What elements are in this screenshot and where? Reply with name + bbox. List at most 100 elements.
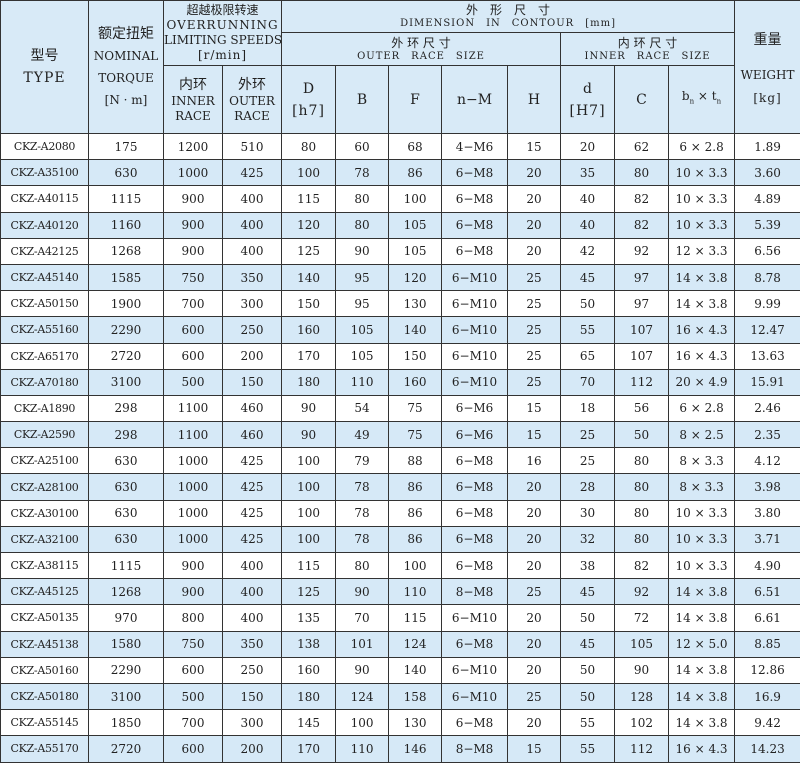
cell-torque: 2720 bbox=[89, 343, 164, 369]
cell-bxt: 8 × 3.3 bbox=[669, 474, 735, 500]
cell-inner-speed: 600 bbox=[164, 736, 223, 762]
torque-cn: 额定扭矩 bbox=[89, 23, 163, 45]
cell-F: 86 bbox=[389, 160, 442, 186]
cell-F: 146 bbox=[389, 736, 442, 762]
cell-weight: 3.98 bbox=[735, 474, 800, 500]
cell-D: 125 bbox=[282, 238, 336, 264]
outer-en1: OUTER bbox=[223, 94, 281, 109]
cell-outer-speed: 350 bbox=[223, 264, 282, 290]
cell-n-M: 6−M10 bbox=[442, 343, 508, 369]
cell-bxt: 10 × 3.3 bbox=[669, 212, 735, 238]
cell-inner-speed: 800 bbox=[164, 605, 223, 631]
cell-inner-speed: 1100 bbox=[164, 395, 223, 421]
cell-D: 115 bbox=[282, 553, 336, 579]
cell-type: CKZ-A25100 bbox=[1, 448, 89, 474]
cell-H: 20 bbox=[508, 605, 561, 631]
header-B: B bbox=[336, 66, 389, 134]
cell-type: CKZ-A45140 bbox=[1, 264, 89, 290]
cell-torque: 298 bbox=[89, 395, 164, 421]
cell-torque: 1850 bbox=[89, 710, 164, 736]
cell-F: 140 bbox=[389, 657, 442, 683]
type-en: TYPE bbox=[1, 67, 88, 89]
cell-inner-speed: 500 bbox=[164, 369, 223, 395]
cell-inner-speed: 500 bbox=[164, 683, 223, 709]
cell-C: 97 bbox=[615, 291, 669, 317]
cell-bxt: 14 × 3.8 bbox=[669, 683, 735, 709]
cell-B: 80 bbox=[336, 186, 389, 212]
cell-H: 20 bbox=[508, 631, 561, 657]
cell-B: 54 bbox=[336, 395, 389, 421]
cell-d: 42 bbox=[561, 238, 615, 264]
cell-outer-speed: 400 bbox=[223, 186, 282, 212]
cell-C: 112 bbox=[615, 736, 669, 762]
cell-H: 20 bbox=[508, 657, 561, 683]
cell-C: 107 bbox=[615, 317, 669, 343]
cell-torque: 298 bbox=[89, 422, 164, 448]
cell-H: 15 bbox=[508, 395, 561, 421]
cell-d: 20 bbox=[561, 134, 615, 160]
cell-weight: 4.90 bbox=[735, 553, 800, 579]
cell-H: 15 bbox=[508, 134, 561, 160]
cell-C: 105 bbox=[615, 631, 669, 657]
cell-torque: 2290 bbox=[89, 657, 164, 683]
cell-B: 110 bbox=[336, 736, 389, 762]
cell-F: 115 bbox=[389, 605, 442, 631]
cell-H: 25 bbox=[508, 683, 561, 709]
cell-outer-speed: 425 bbox=[223, 500, 282, 526]
cell-bxt: 12 × 5.0 bbox=[669, 631, 735, 657]
outer-size-cn: 外 环 尺 寸 bbox=[282, 36, 560, 51]
cell-outer-speed: 200 bbox=[223, 736, 282, 762]
cell-D: 120 bbox=[282, 212, 336, 238]
cell-weight: 16.9 bbox=[735, 683, 800, 709]
cell-outer-speed: 460 bbox=[223, 395, 282, 421]
cell-type: CKZ-A55170 bbox=[1, 736, 89, 762]
cell-B: 90 bbox=[336, 657, 389, 683]
cell-n-M: 6−M10 bbox=[442, 605, 508, 631]
cell-torque: 3100 bbox=[89, 683, 164, 709]
cell-bxt: 14 × 3.8 bbox=[669, 579, 735, 605]
cell-H: 20 bbox=[508, 474, 561, 500]
cell-bxt: 14 × 3.8 bbox=[669, 264, 735, 290]
cell-n-M: 6−M10 bbox=[442, 657, 508, 683]
cell-H: 25 bbox=[508, 317, 561, 343]
cell-outer-speed: 300 bbox=[223, 291, 282, 317]
cell-B: 90 bbox=[336, 238, 389, 264]
cell-weight: 14.23 bbox=[735, 736, 800, 762]
cell-D: 115 bbox=[282, 186, 336, 212]
cell-outer-speed: 400 bbox=[223, 212, 282, 238]
cell-H: 20 bbox=[508, 500, 561, 526]
cell-outer-speed: 510 bbox=[223, 134, 282, 160]
outer-cn: 外环 bbox=[223, 76, 281, 94]
cell-outer-speed: 250 bbox=[223, 657, 282, 683]
header-nM: n−M bbox=[442, 66, 508, 134]
cell-type: CKZ-A35100 bbox=[1, 160, 89, 186]
cell-D: 90 bbox=[282, 422, 336, 448]
cell-d: 45 bbox=[561, 631, 615, 657]
header-C: C bbox=[615, 66, 669, 134]
cell-bxt: 10 × 3.3 bbox=[669, 500, 735, 526]
cell-H: 20 bbox=[508, 212, 561, 238]
cell-torque: 2290 bbox=[89, 317, 164, 343]
cell-D: 150 bbox=[282, 291, 336, 317]
speed-unit: [r/min] bbox=[164, 48, 281, 63]
dim-cn: 外 形 尺 寸 bbox=[282, 3, 734, 18]
cell-C: 82 bbox=[615, 186, 669, 212]
cell-inner-speed: 900 bbox=[164, 186, 223, 212]
cell-D: 100 bbox=[282, 448, 336, 474]
cell-d: 45 bbox=[561, 579, 615, 605]
cell-bxt: 8 × 2.5 bbox=[669, 422, 735, 448]
cell-weight: 8.78 bbox=[735, 264, 800, 290]
cell-d: 50 bbox=[561, 291, 615, 317]
